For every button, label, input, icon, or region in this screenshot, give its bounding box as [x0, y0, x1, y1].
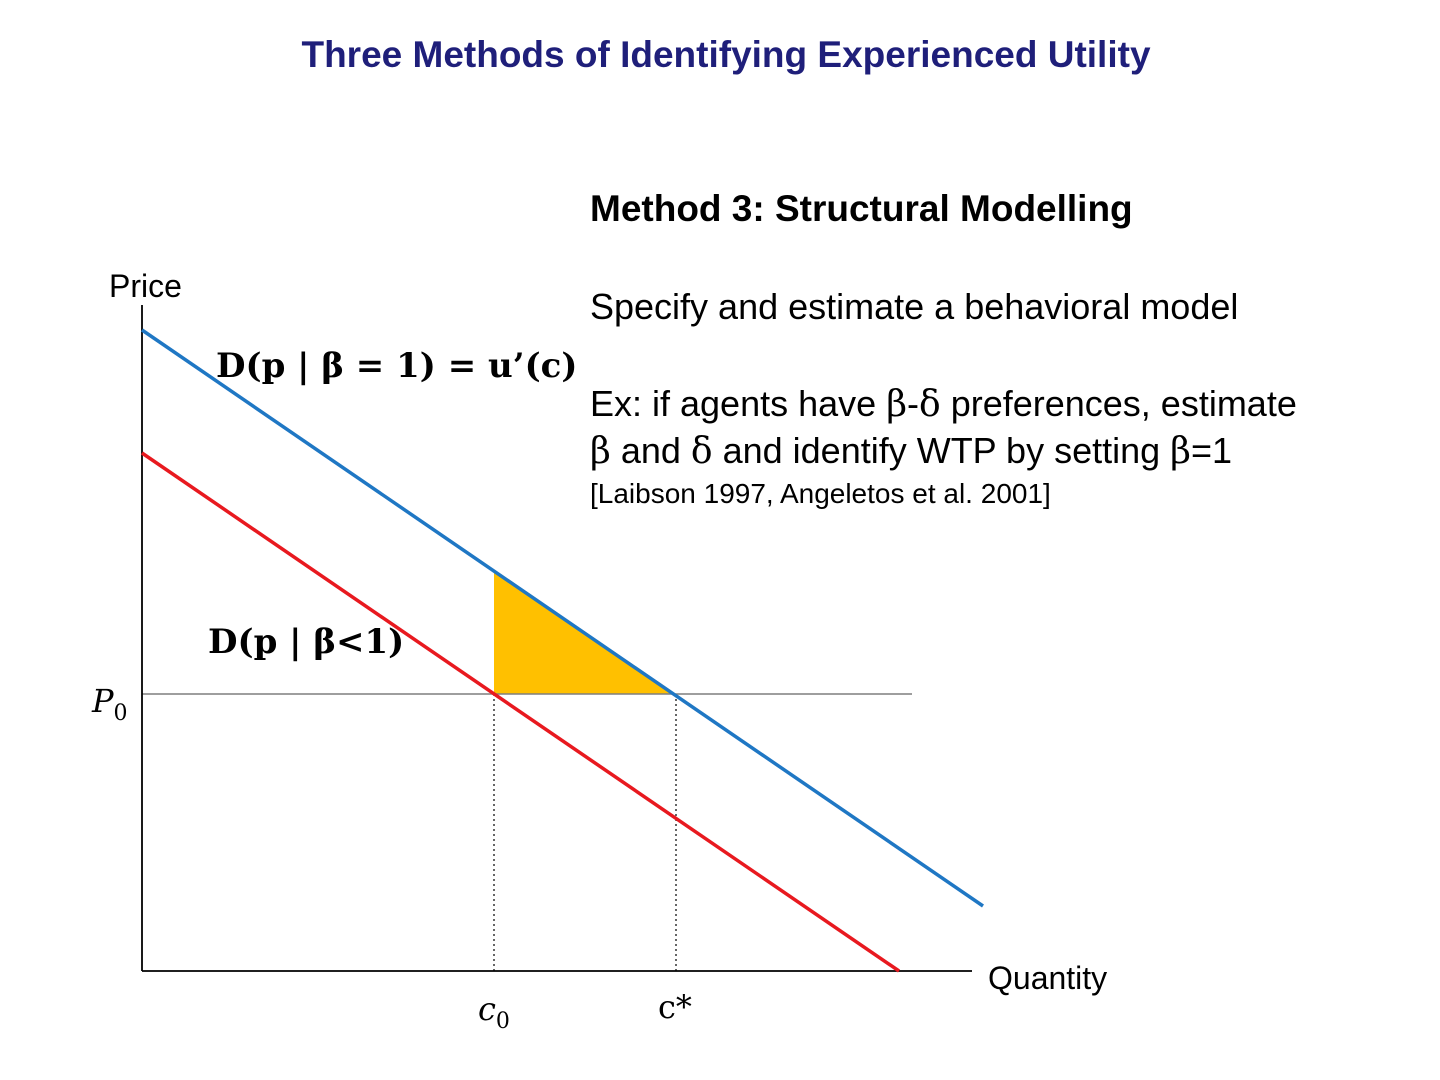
c0-main: c [478, 990, 496, 1028]
price-p0-label: P0 [91, 682, 128, 726]
beta-symbol: β [590, 431, 611, 472]
demand-curve-beta-equals-1 [141, 328, 984, 908]
example-text: and identify WTP by setting [712, 430, 1171, 471]
upper-curve-label: D(p | β = 1) = u’(c) [216, 346, 577, 386]
delta-symbol: δ [919, 384, 941, 425]
example-text: Ex: if agents have [590, 383, 887, 424]
method-heading: Method 3: Structural Modelling [590, 188, 1133, 229]
dash-text: - [907, 383, 919, 424]
delta-symbol: δ [690, 431, 713, 472]
c0-subscript: 0 [496, 1009, 510, 1034]
p0-subscript: 0 [114, 701, 128, 726]
example-line-2: β and δ and identify WTP by setting β=1 [590, 430, 1232, 472]
example-text: and [610, 430, 691, 471]
y-axis-label: Price [109, 268, 182, 304]
description-line: Specify and estimate a behavioral model [590, 286, 1239, 327]
beta-symbol: β [886, 384, 907, 425]
c0-label: c0 [478, 990, 510, 1034]
lower-curve-label: D(p | β<1) [208, 622, 404, 662]
example-text: preferences, estimate [940, 383, 1297, 424]
p0-main: P [91, 682, 114, 720]
beta-symbol: β [1170, 431, 1191, 472]
demand-curve-beta-less-than-1 [141, 451, 900, 973]
slide-title: Three Methods of Identifying Experienced… [301, 34, 1151, 75]
example-text: =1 [1190, 430, 1232, 471]
x-axis-label: Quantity [988, 960, 1107, 996]
example-line-1: Ex: if agents have β-δ preferences, esti… [590, 383, 1297, 425]
cstar-label: c* [658, 988, 692, 1026]
citation: [Laibson 1997, Angeletos et al. 2001] [590, 478, 1051, 509]
